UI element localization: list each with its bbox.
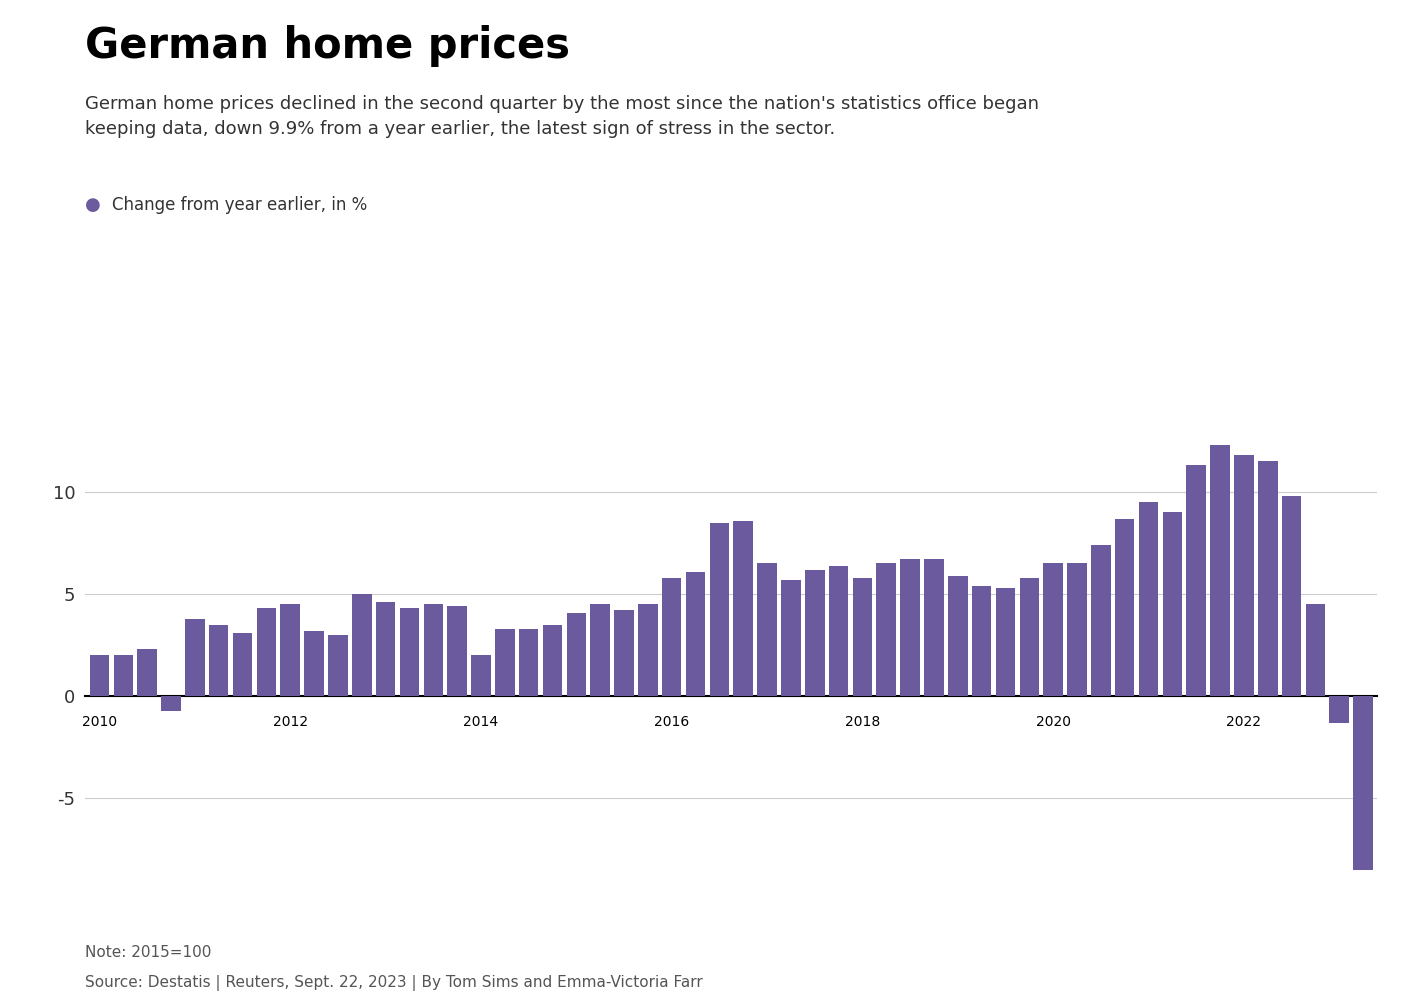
Bar bbox=[162, 696, 180, 711]
Bar bbox=[1044, 563, 1064, 696]
Bar bbox=[734, 521, 753, 696]
Bar bbox=[138, 649, 158, 696]
Bar bbox=[900, 559, 920, 696]
Bar bbox=[352, 594, 372, 696]
Bar bbox=[399, 608, 419, 696]
Bar bbox=[1068, 563, 1086, 696]
Bar bbox=[1163, 512, 1181, 696]
Bar bbox=[852, 578, 872, 696]
Bar bbox=[615, 610, 633, 696]
Bar bbox=[1187, 465, 1206, 696]
Bar bbox=[518, 629, 538, 696]
Bar bbox=[949, 576, 967, 696]
Text: German home prices declined in the second quarter by the most since the nation's: German home prices declined in the secon… bbox=[85, 95, 1039, 138]
Bar bbox=[924, 559, 944, 696]
Text: Note: 2015=100: Note: 2015=100 bbox=[85, 945, 212, 960]
Bar bbox=[1115, 519, 1135, 696]
Text: German home prices: German home prices bbox=[85, 25, 571, 67]
Bar bbox=[376, 602, 395, 696]
Bar bbox=[496, 629, 514, 696]
Bar bbox=[781, 580, 801, 696]
Bar bbox=[757, 563, 777, 696]
Bar bbox=[1210, 445, 1230, 696]
Bar bbox=[1020, 578, 1039, 696]
Bar bbox=[638, 604, 657, 696]
Bar bbox=[805, 570, 825, 696]
Bar bbox=[1282, 496, 1301, 696]
Bar bbox=[567, 613, 586, 696]
Bar bbox=[281, 604, 300, 696]
Bar bbox=[876, 563, 896, 696]
Text: ●: ● bbox=[85, 196, 101, 214]
Bar bbox=[1329, 696, 1349, 723]
Text: Source: Destatis | Reuters, Sept. 22, 2023 | By Tom Sims and Emma-Victoria Farr: Source: Destatis | Reuters, Sept. 22, 20… bbox=[85, 975, 703, 991]
Bar bbox=[1139, 502, 1159, 696]
Bar bbox=[233, 633, 253, 696]
Bar bbox=[1234, 455, 1254, 696]
Bar bbox=[185, 619, 204, 696]
Bar bbox=[89, 655, 109, 696]
Bar bbox=[328, 635, 348, 696]
Bar bbox=[829, 566, 848, 696]
Bar bbox=[686, 572, 706, 696]
Bar bbox=[971, 586, 991, 696]
Bar bbox=[257, 608, 275, 696]
Bar bbox=[1258, 461, 1278, 696]
Bar bbox=[591, 604, 611, 696]
Bar bbox=[995, 588, 1015, 696]
Bar bbox=[447, 606, 467, 696]
Bar bbox=[114, 655, 133, 696]
Bar bbox=[471, 655, 491, 696]
Bar bbox=[1353, 696, 1373, 899]
Bar bbox=[304, 631, 324, 696]
Text: Change from year earlier, in %: Change from year earlier, in % bbox=[112, 196, 368, 214]
Bar bbox=[710, 523, 728, 696]
Bar bbox=[423, 604, 443, 696]
Bar bbox=[1305, 604, 1325, 696]
Bar bbox=[209, 625, 229, 696]
Bar bbox=[662, 578, 682, 696]
Bar bbox=[542, 625, 562, 696]
Bar bbox=[1091, 545, 1110, 696]
